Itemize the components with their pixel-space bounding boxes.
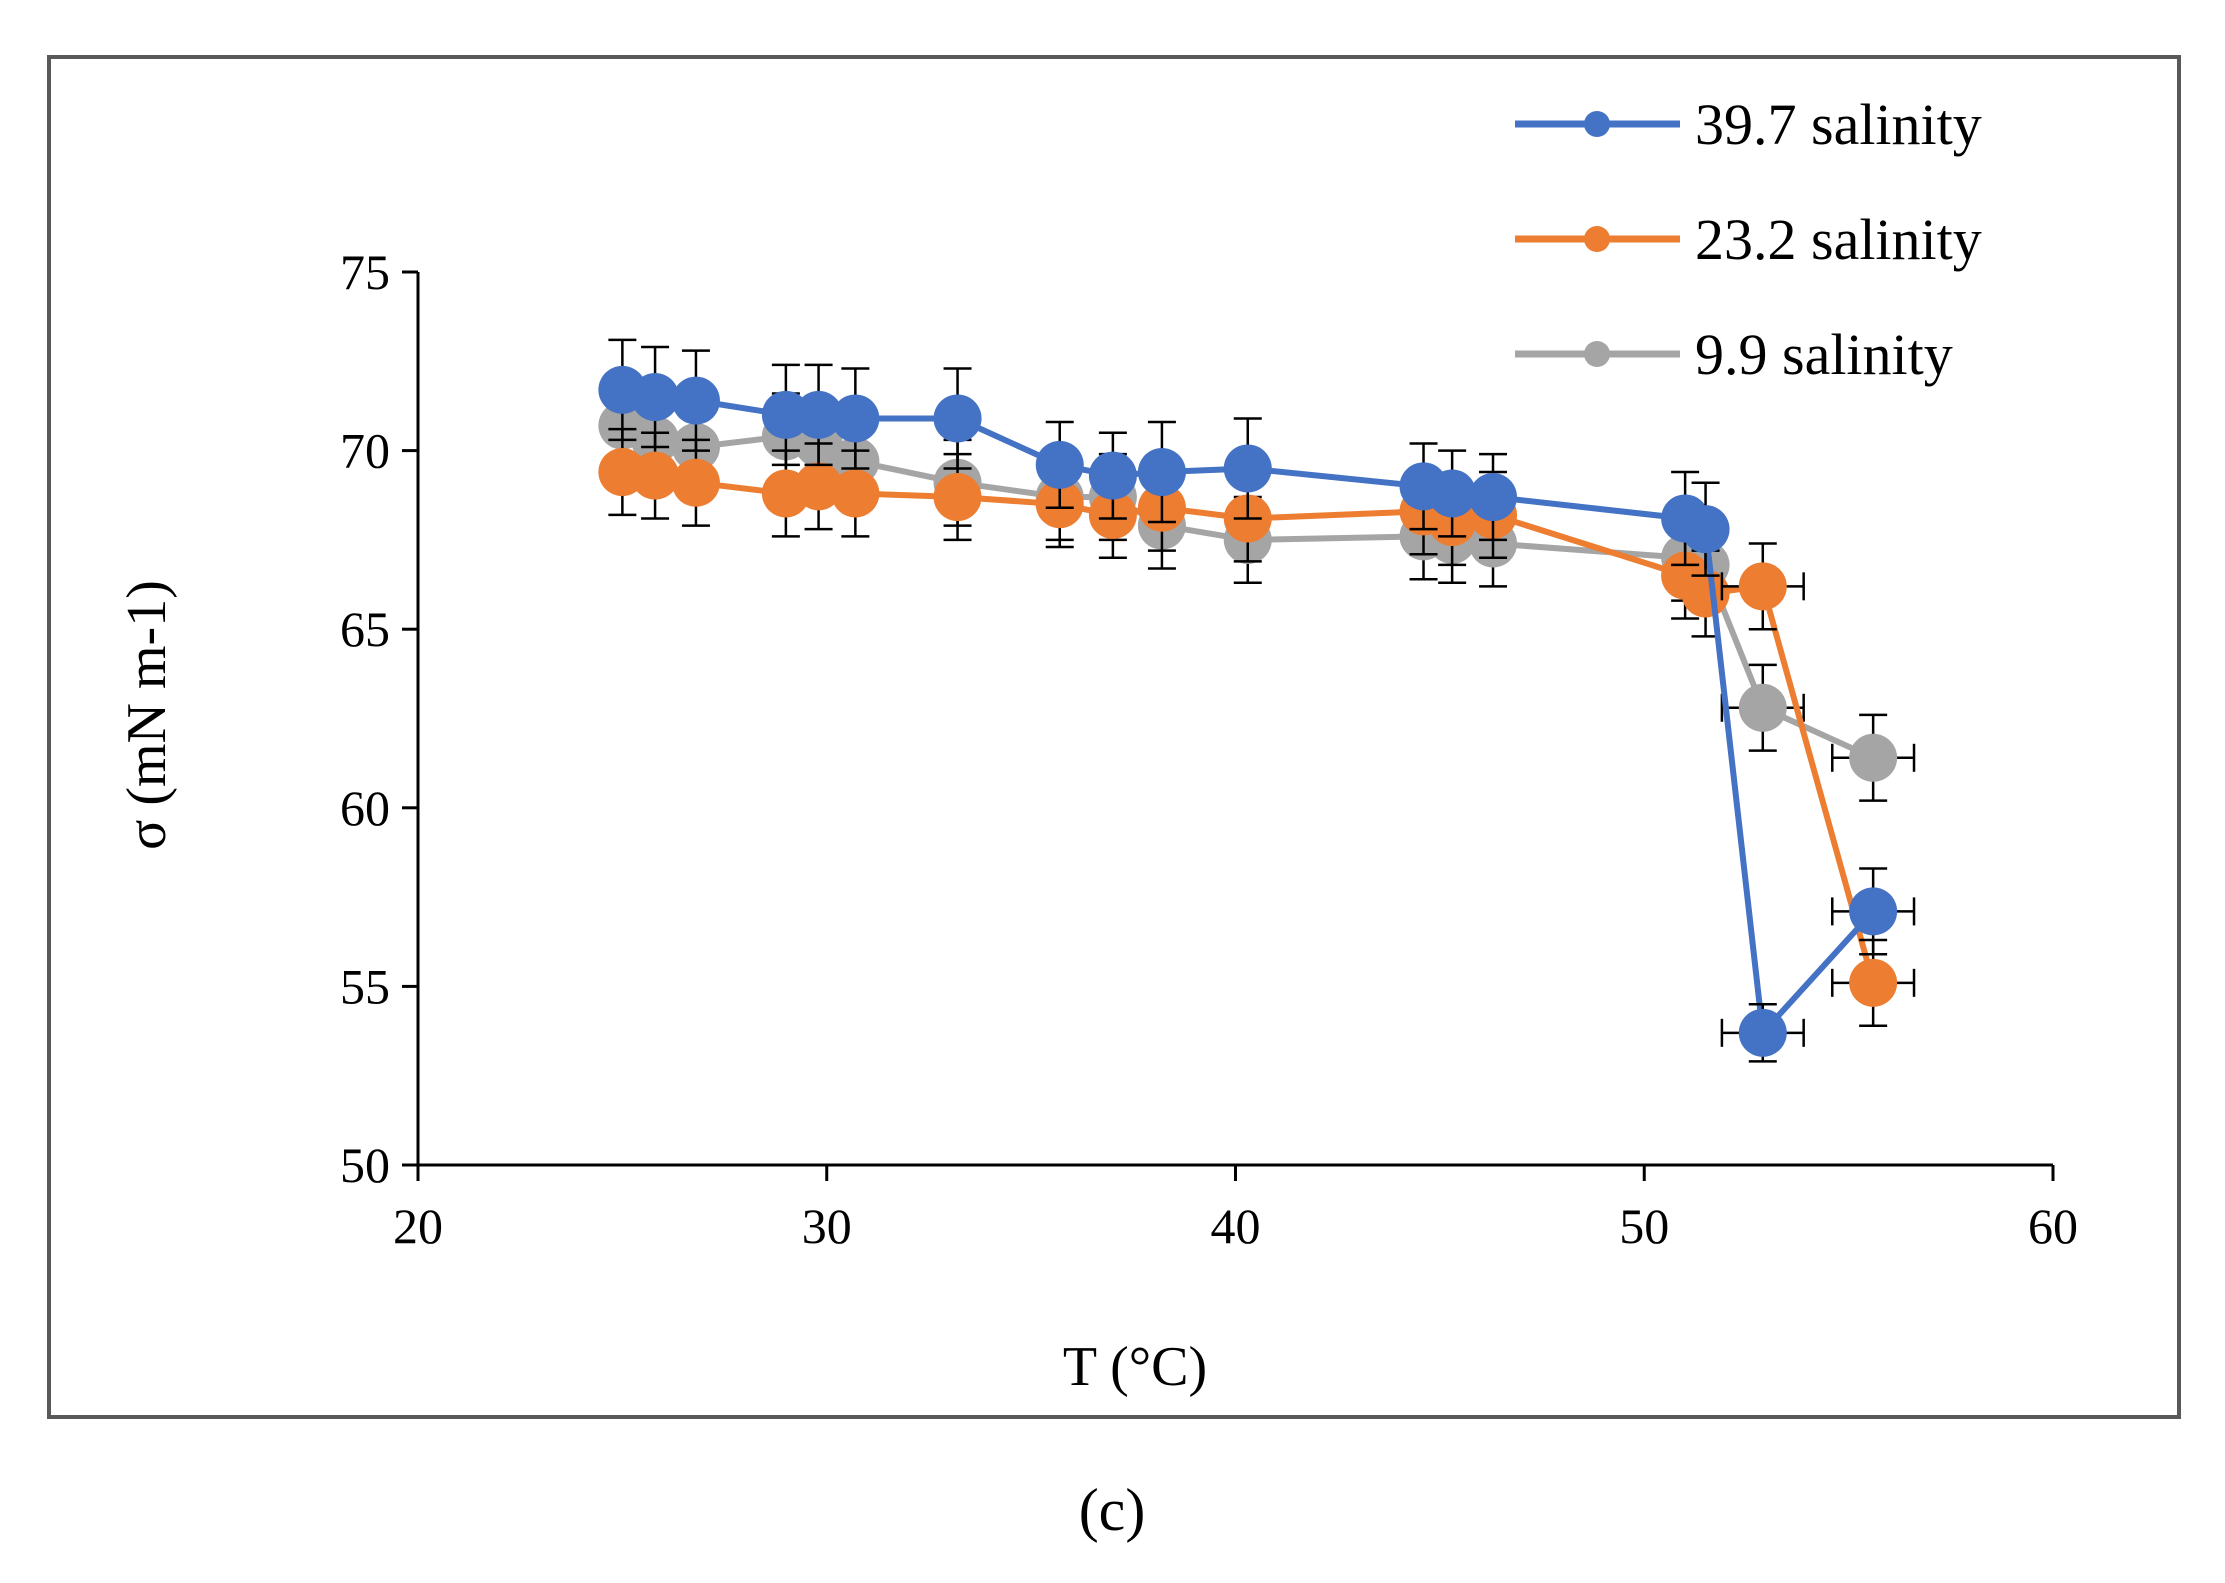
y-tick-label: 60: [340, 780, 390, 836]
data-point: [1849, 733, 1898, 782]
data-point: [831, 394, 880, 443]
x-tick-label: 40: [1211, 1198, 1261, 1254]
data-point: [1681, 569, 1730, 618]
data-point: [1738, 562, 1787, 611]
x-axis-title: T (°C): [1063, 1336, 1207, 1398]
x-tick-label: 50: [1619, 1198, 1669, 1254]
chart-frame: [47, 55, 2181, 1419]
data-point: [1849, 887, 1898, 936]
legend-item: 9.9 salinity: [1515, 322, 1953, 387]
series-group: [598, 338, 1916, 1063]
data-point: [933, 394, 982, 443]
y-tick-label: 55: [340, 958, 390, 1014]
y-axis-title: σ (mN m-1): [116, 580, 178, 850]
data-point: [631, 451, 680, 500]
legend-label: 23.2 salinity: [1695, 207, 1982, 272]
y-tick-label: 70: [340, 423, 390, 479]
y-tick-label: 75: [340, 244, 390, 300]
data-point: [671, 458, 720, 507]
legend-item: 39.7 salinity: [1515, 92, 1982, 157]
data-point: [794, 462, 843, 511]
plot-series: [598, 338, 1916, 1063]
data-point: [1849, 958, 1898, 1007]
legend: 39.7 salinity 23.2 salinity 9.9 salinity: [1515, 92, 1982, 387]
data-point: [831, 469, 880, 518]
x-ticks: 20 30 40 50 60: [393, 1165, 2078, 1254]
x-tick-label: 20: [393, 1198, 443, 1254]
data-point: [1738, 1008, 1787, 1057]
x-tick-label: 30: [802, 1198, 852, 1254]
y-tick-label: 50: [340, 1137, 390, 1193]
data-point: [794, 390, 843, 439]
legend-item: 23.2 salinity: [1515, 207, 1982, 272]
data-point: [1738, 683, 1787, 732]
data-point: [671, 376, 720, 425]
data-point: [1428, 469, 1477, 518]
data-point: [933, 473, 982, 522]
x-tick-label: 60: [2028, 1198, 2078, 1254]
data-point: [1137, 448, 1186, 497]
data-point: [1035, 440, 1084, 489]
y-tick-label: 65: [340, 601, 390, 657]
legend-swatch-marker: [1584, 226, 1610, 252]
legend-swatch-marker: [1584, 111, 1610, 137]
legend-label: 39.7 salinity: [1695, 92, 1982, 157]
data-point: [631, 373, 680, 422]
panel-label: (c): [1079, 1477, 1146, 1543]
legend-label: 9.9 salinity: [1695, 322, 1953, 387]
data-point: [1469, 473, 1518, 522]
data-point: [1681, 505, 1730, 554]
y-ticks: 50 55 60 65 70 75: [340, 244, 418, 1193]
legend-swatch-marker: [1584, 341, 1610, 367]
data-point: [1223, 444, 1272, 493]
data-point: [1088, 451, 1137, 500]
